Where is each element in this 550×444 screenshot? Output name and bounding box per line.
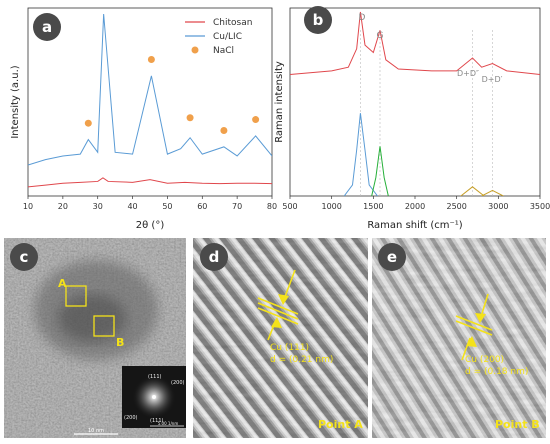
particle-core — [58, 294, 126, 342]
panel-a-letter: a — [42, 18, 52, 36]
panel-b-raman-chart: 500 1000 1500 2000 2500 3000 3500 b D G D+D″ D… — [274, 6, 550, 231]
legend-culic-label: Cu/LIC — [213, 32, 242, 42]
region-a-box — [65, 285, 87, 307]
panel-d-annotation-spacing: d = (0.21 nm) — [270, 355, 333, 365]
panel-e-annotation-plane: Cu (200) — [465, 355, 504, 365]
fit-d-band — [343, 113, 378, 196]
panel-d-point-label: Point A — [318, 418, 363, 431]
arrow-head-bottom — [466, 336, 477, 347]
panel-d-badge: d — [200, 243, 228, 271]
x-tick-label: 3500 — [530, 202, 550, 211]
panel-a-ylabel: Intensity (a.u.) — [10, 65, 21, 138]
x-tick-label: 2000 — [405, 202, 425, 211]
panel-d-hrtem-point-a: Cu (111) d = (0.21 nm) Point A d — [193, 238, 368, 438]
series-chitosan-line — [28, 177, 272, 188]
peak-label-d-d2: D+D″ — [457, 69, 479, 78]
peak-label-g: G — [377, 31, 384, 41]
fft-inset: (111) (200) (200) (111) 5.00 1/nm — [122, 366, 186, 428]
region-b-label: B — [116, 336, 124, 349]
region-a-label: A — [58, 277, 67, 290]
nacl-peak-marker — [84, 119, 92, 127]
fft-scale-label: 5.00 1/nm — [158, 421, 179, 426]
panel-a-plot-frame — [27, 7, 273, 197]
nacl-peak-marker — [252, 116, 260, 124]
panel-c-badge: c — [10, 243, 38, 271]
x-tick-label: 3000 — [488, 202, 508, 211]
nacl-peak-marker — [186, 114, 194, 122]
x-tick-label: 10 — [23, 202, 33, 211]
panel-b-xlabel: Raman shift (cm⁻¹) — [367, 220, 462, 231]
x-tick-label: 30 — [93, 202, 103, 211]
peak-label-d-d1: D+D′ — [482, 75, 503, 84]
x-tick-label: 500 — [282, 202, 297, 211]
nacl-peak-marker — [100, 0, 107, 1]
panel-d-texture — [193, 238, 368, 438]
panel-e-badge: e — [378, 243, 406, 271]
panel-b-badge: b — [304, 6, 332, 34]
panel-a-xlabel: 2θ (°) — [136, 220, 165, 231]
x-tick-label: 60 — [197, 202, 207, 211]
panel-e-letter: e — [387, 248, 397, 266]
scale-bar-label: 10 nm — [88, 428, 104, 434]
fft-label-111-top: (111) — [148, 374, 161, 380]
panel-c-letter: c — [20, 248, 29, 266]
arrow-head-top — [475, 313, 486, 323]
x-tick-label: 40 — [127, 202, 137, 211]
fft-label-200-left: (200) — [124, 415, 137, 421]
x-tick-label: 70 — [232, 202, 242, 211]
arrow-head-top — [278, 294, 289, 305]
panel-a-legend: Chitosan Cu/LIC NaCl — [185, 18, 252, 56]
series-culic-line — [28, 13, 272, 166]
x-tick-label: 1000 — [321, 202, 341, 211]
nacl-peak-marker — [220, 126, 228, 134]
fit-dd-band — [481, 189, 504, 196]
region-b-box — [93, 315, 115, 337]
fit-2d-band — [460, 186, 485, 196]
x-tick-label: 50 — [162, 202, 172, 211]
panel-e-annotation-spacing: d = (0.18 nm) — [465, 367, 528, 377]
peak-label-d: D — [359, 13, 366, 23]
panel-b-letter: b — [313, 11, 324, 29]
panel-e-point-label: Point B — [495, 418, 540, 431]
panel-b-ylabel: Raman intensity — [274, 61, 285, 143]
x-tick-label: 80 — [267, 202, 277, 211]
panel-e-hrtem-point-b: Cu (200) d = (0.18 nm) Point B e — [372, 238, 546, 438]
panel-c-tem-image: A B (111) (200) (200) (111) 5.00 1/nm 10… — [4, 238, 186, 438]
nacl-peak-marker — [147, 56, 155, 63]
legend-chitosan-label: Chitosan — [213, 18, 252, 28]
fft-label-200-right: (200) — [171, 380, 184, 386]
panel-d-letter: d — [209, 248, 220, 266]
x-tick-label: 1500 — [363, 202, 383, 211]
raman-spectrum-line — [290, 11, 540, 76]
fit-g-band — [371, 146, 389, 196]
panel-b-plot-frame — [289, 7, 541, 197]
panel-e-texture — [372, 238, 546, 438]
x-tick-label: 2500 — [446, 202, 466, 211]
arrow-head-bottom — [271, 317, 282, 328]
legend-nacl-label: NaCl — [213, 46, 234, 56]
panel-d-annotation-plane: Cu (111) — [270, 343, 309, 353]
legend-nacl-marker — [191, 46, 199, 54]
fft-label-111-bottom: (111) — [150, 418, 163, 424]
panel-a-xrd-chart: 10 20 30 40 50 60 70 80 a Chitosan Cu/LIC NaCl … — [10, 0, 277, 231]
panel-a-badge: a — [33, 13, 61, 41]
x-tick-label: 20 — [58, 202, 68, 211]
